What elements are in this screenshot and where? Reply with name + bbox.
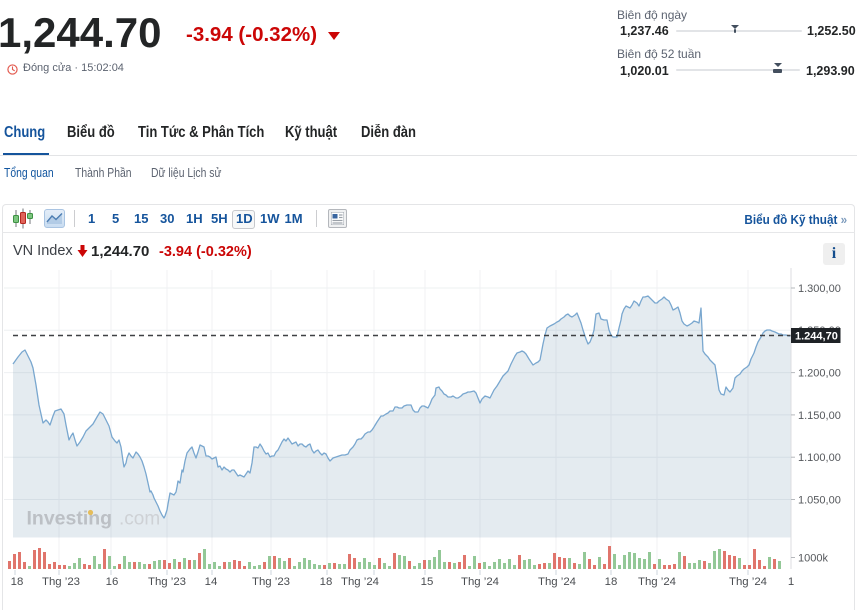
svg-text:16: 16: [106, 576, 119, 588]
svg-text:Thg ’23: Thg ’23: [252, 576, 290, 588]
svg-text:1: 1: [788, 576, 794, 588]
svg-text:1000k: 1000k: [798, 553, 828, 565]
svg-text:1.150,00: 1.150,00: [798, 410, 841, 422]
svg-text:.com: .com: [119, 509, 160, 530]
svg-text:18: 18: [11, 576, 24, 588]
svg-text:15: 15: [421, 576, 434, 588]
svg-text:1.300,00: 1.300,00: [798, 283, 841, 295]
svg-text:Thg ’23: Thg ’23: [42, 576, 80, 588]
svg-text:Thg ’23: Thg ’23: [148, 576, 186, 588]
svg-text:18: 18: [605, 576, 618, 588]
svg-text:14: 14: [205, 576, 218, 588]
svg-text:1.244,70: 1.244,70: [795, 331, 838, 343]
svg-text:Thg ’24: Thg ’24: [341, 576, 379, 588]
svg-text:1.050,00: 1.050,00: [798, 495, 841, 507]
svg-text:Thg ’24: Thg ’24: [638, 576, 676, 588]
svg-text:Thg ’24: Thg ’24: [461, 576, 499, 588]
svg-text:18: 18: [320, 576, 333, 588]
svg-text:Investing: Investing: [27, 508, 113, 530]
svg-text:Thg ’24: Thg ’24: [729, 576, 767, 588]
svg-text:1.100,00: 1.100,00: [798, 452, 841, 464]
svg-text:1.200,00: 1.200,00: [798, 368, 841, 380]
svg-text:Thg ’24: Thg ’24: [538, 576, 576, 588]
